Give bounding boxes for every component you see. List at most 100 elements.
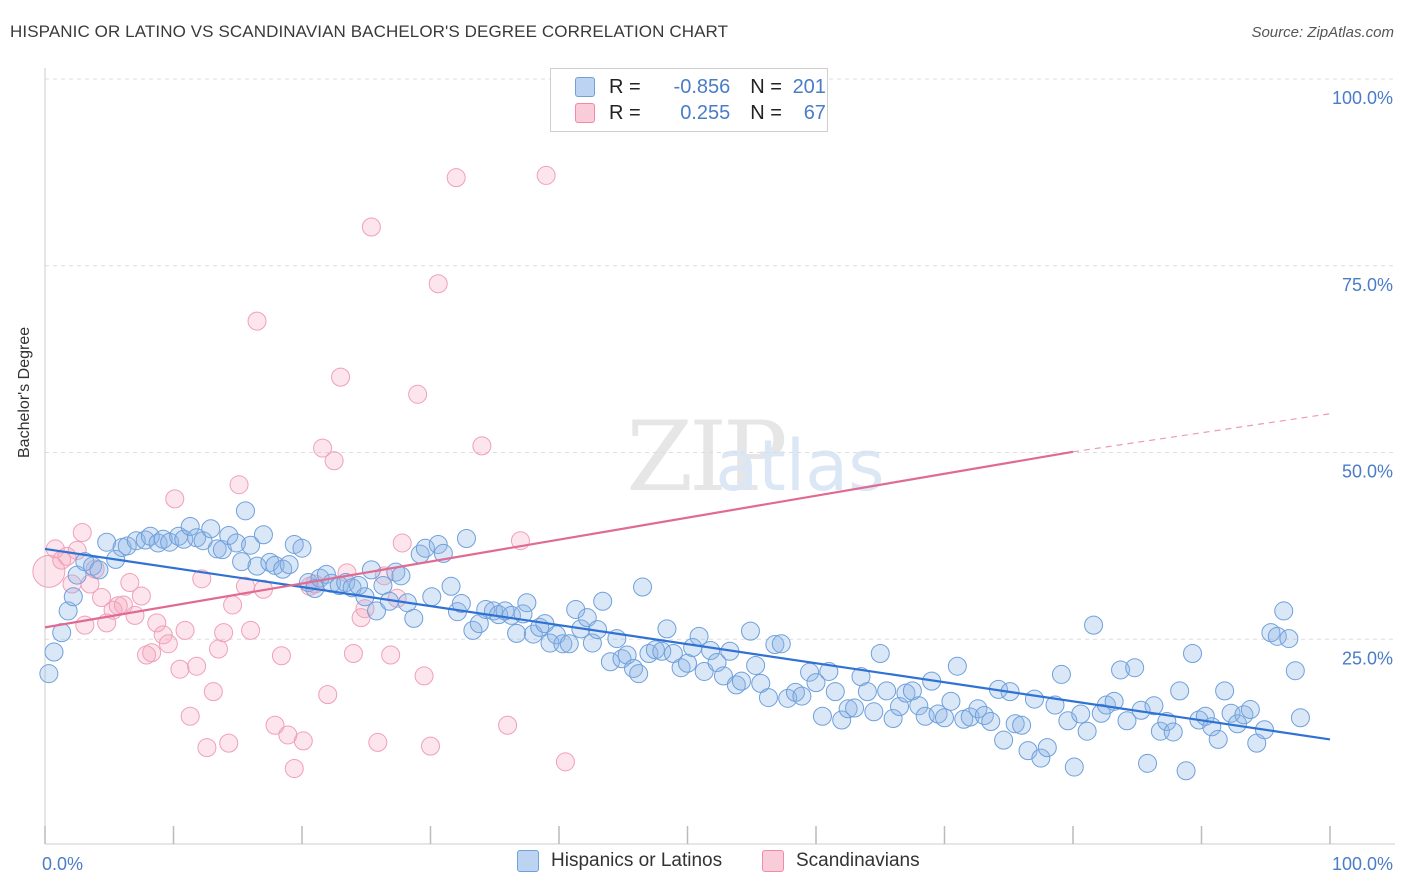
- hispanic-point: [232, 552, 252, 572]
- hispanic-point: [367, 601, 387, 621]
- scandinavian-point: [374, 566, 394, 586]
- scandinavian-point: [125, 605, 145, 625]
- legend-swatch-blue: [575, 77, 595, 97]
- hispanic-point: [451, 593, 471, 613]
- hispanic-point: [758, 688, 778, 708]
- hispanic-point: [1274, 601, 1294, 621]
- hispanic-point: [1163, 722, 1183, 742]
- hispanic-point: [1138, 753, 1158, 773]
- hispanic-point: [1144, 696, 1164, 716]
- scandinavian-point: [472, 436, 492, 456]
- scandinavian-point: [175, 620, 195, 640]
- hispanic-point: [83, 556, 103, 576]
- scandinavians-points: [32, 165, 575, 779]
- scandinavian-point: [247, 311, 267, 331]
- hispanic-point: [391, 566, 411, 586]
- hispanic-point: [1261, 623, 1281, 643]
- scandinavian-point: [428, 274, 448, 294]
- hispanic-point: [97, 532, 117, 552]
- bottom-legend-hispanics: Hispanics or Latinos: [517, 850, 722, 872]
- legend-n-value: 201: [792, 75, 826, 98]
- hispanic-point: [219, 525, 239, 545]
- scandinavian-point: [271, 646, 291, 666]
- hispanic-point: [201, 519, 221, 539]
- hispanic-point: [629, 664, 649, 684]
- hispanic-point: [422, 587, 442, 607]
- scandinavian-point: [324, 451, 344, 471]
- hispanic-point: [652, 641, 672, 661]
- hispanic-point: [909, 696, 929, 716]
- hispanic-point: [935, 708, 954, 728]
- hispanic-point: [731, 671, 751, 691]
- hispanic-point: [1183, 644, 1203, 664]
- hispanic-point: [1037, 738, 1057, 758]
- hispanic-point: [1111, 660, 1131, 680]
- scandinavian-point: [265, 715, 285, 735]
- hispanic-point: [336, 573, 356, 593]
- scandinavian-trend-line: [44, 450, 1074, 629]
- hispanic-point: [39, 664, 59, 684]
- hispanic-point: [1290, 708, 1310, 728]
- hispanic-point: [771, 634, 791, 654]
- hispanic-point: [235, 501, 255, 521]
- hispanic-point: [1285, 661, 1305, 681]
- hispanic-point: [279, 555, 299, 575]
- hispanic-point: [1051, 664, 1071, 684]
- scandinavian-point: [219, 733, 239, 753]
- scandinavian-point: [381, 645, 401, 665]
- scandinavian-point: [318, 685, 338, 705]
- scandinavian-point: [208, 639, 228, 659]
- hispanic-point: [89, 560, 109, 580]
- hispanic-point: [600, 652, 620, 672]
- scandinavian-point: [223, 595, 243, 615]
- scandinavian-point: [120, 573, 140, 593]
- legend-row-scandinavians: R = 0.255 N = 67: [575, 101, 826, 125]
- legend-r-value: 0.255: [680, 101, 731, 124]
- scandinavian-point: [241, 620, 261, 640]
- bottom-legend-swatch-blue: [517, 850, 539, 872]
- axes: [44, 68, 1395, 845]
- hispanic-point: [428, 534, 448, 554]
- y-tick-label: 75.0%: [1342, 275, 1393, 295]
- hispanic-point: [469, 614, 489, 634]
- hispanic-point: [226, 533, 246, 553]
- hispanic-point: [864, 702, 884, 722]
- hispanic-point: [657, 619, 677, 639]
- hispanic-point: [1071, 704, 1091, 724]
- correlation-legend: R = -0.856 N = 201 R = 0.255 N = 67: [550, 68, 828, 132]
- hispanic-point: [838, 699, 858, 719]
- hispanic-point: [63, 587, 83, 607]
- hispanic-trend-line: [44, 547, 1331, 741]
- hispanic-point: [44, 642, 64, 662]
- scandinavian-point: [214, 623, 234, 643]
- scandinavian-point: [498, 715, 518, 735]
- hispanic-point: [941, 691, 961, 711]
- hispanic-point: [1208, 729, 1228, 749]
- scandinavian-point: [331, 367, 351, 387]
- legend-n-label: N =: [750, 75, 782, 98]
- legend-swatch-pink: [575, 103, 595, 123]
- scandinavian-point: [343, 644, 363, 664]
- hispanic-point: [726, 675, 746, 695]
- scandinavian-point: [392, 533, 412, 553]
- legend-r-label: R =: [609, 101, 641, 124]
- scandinavian-point: [555, 752, 575, 772]
- hispanic-point: [456, 528, 476, 548]
- scandinavian-point: [170, 659, 190, 679]
- scandinavian-point: [153, 625, 173, 645]
- hispanic-point: [1024, 689, 1044, 709]
- hispanic-point: [1215, 681, 1235, 701]
- hispanic-point: [1005, 714, 1025, 734]
- hispanic-point: [212, 540, 232, 560]
- scandinavian-point: [446, 168, 466, 188]
- hispanic-point: [559, 634, 579, 654]
- hispanic-point: [58, 601, 78, 621]
- scandinavian-point: [421, 736, 440, 756]
- hispanic-point: [1267, 626, 1287, 646]
- scandinavian-point: [147, 613, 167, 633]
- hispanic-point: [765, 635, 785, 655]
- hispanic-point: [517, 593, 537, 613]
- bottom-legend-label: Hispanics or Latinos: [551, 850, 723, 871]
- scandinavian-trend-extension: [1072, 413, 1331, 453]
